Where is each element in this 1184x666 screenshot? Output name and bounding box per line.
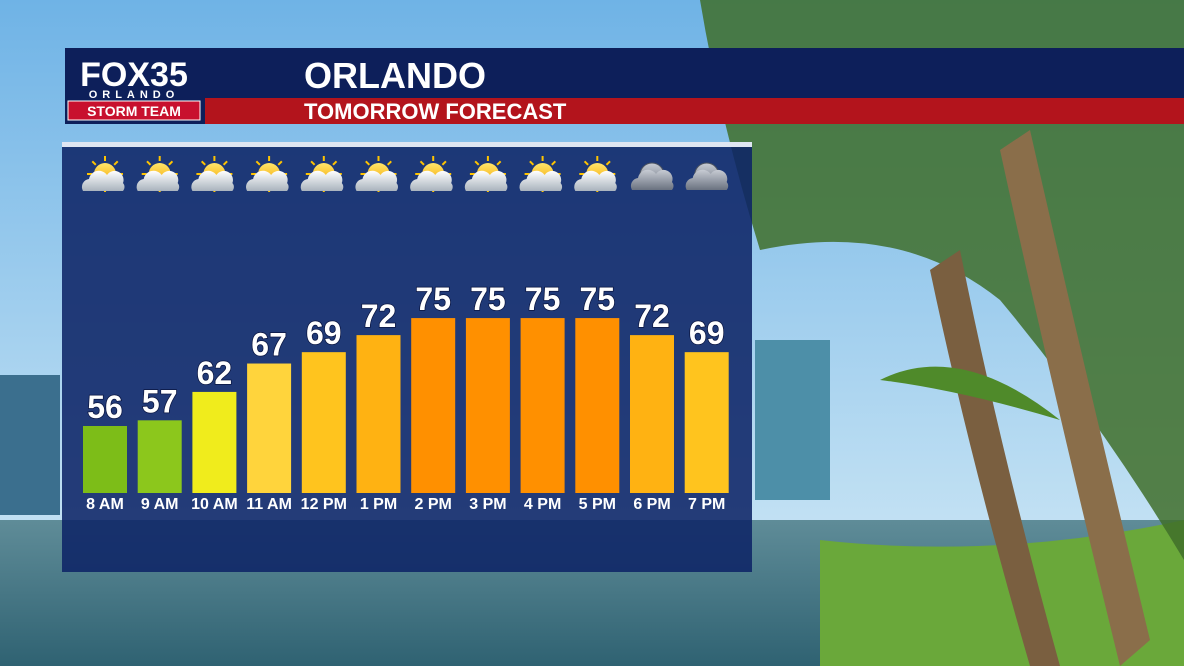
x-tick-label: 10 AM [191,496,238,513]
sun-ray [605,160,611,166]
sun-ray [255,160,261,166]
x-tick-label: 3 PM [469,496,506,513]
cloud [410,170,453,191]
sun-cloud-icon [410,156,453,192]
sun-cloud-icon [81,156,125,192]
sun-ray [146,160,152,166]
value-label: 75 [580,281,616,317]
cloud [355,170,399,191]
x-tick-label: 11 AM [246,496,292,513]
sun-ray [441,160,447,166]
sun-ray [113,160,119,166]
sun-ray [91,160,97,166]
sun-ray [365,160,371,166]
sun-cloud-icon [300,156,344,192]
cloud [136,170,180,191]
value-label: 75 [415,281,451,317]
value-label: 72 [634,298,670,334]
cloud [685,169,729,190]
cloud [81,170,125,191]
sun-ray [386,160,392,166]
sun-cloud-icon [136,156,180,192]
value-label: 72 [361,298,397,334]
bar [247,363,292,493]
night-icon [630,162,674,190]
x-tick-label: 7 PM [688,496,725,513]
x-tick-label: 9 AM [141,496,179,513]
cloud [464,170,508,191]
logo-team: STORM TEAM [87,103,181,119]
value-label: 56 [87,389,123,425]
night-icon [685,162,729,190]
x-tick-label: 12 PM [301,496,347,513]
sun-ray [529,160,535,166]
bar [630,335,674,493]
bar [301,352,346,493]
header: FOX35 ORLANDO STORM TEAM ORLANDO TOMORRO… [65,48,1184,124]
header-subtitle: TOMORROW FORECAST [304,99,567,124]
header-title: ORLANDO [304,55,486,96]
value-label: 69 [306,315,342,351]
value-label: 67 [251,327,287,363]
sun-ray [222,160,228,166]
sun-cloud-icon [245,156,289,192]
sun-cloud-icon [191,156,234,192]
sun-ray [474,160,480,166]
sun-cloud-icon [464,156,508,192]
x-tick-label: 5 PM [579,496,616,513]
bar [465,318,510,493]
logo-city: ORLANDO [89,89,180,101]
sun-ray [551,160,557,166]
sun-ray [200,160,206,166]
sun-ray [277,160,283,166]
x-tick-label: 4 PM [524,496,561,513]
x-tick-label: 1 PM [360,496,397,513]
bar [192,391,237,493]
bar [356,335,401,493]
x-tick-label: 6 PM [633,496,670,513]
value-label: 75 [470,281,506,317]
sun-cloud-icon [519,156,563,192]
sun-ray [168,160,174,166]
cloud [300,170,344,191]
value-label: 75 [525,281,561,317]
logo-brand: FOX35 [80,56,188,94]
bar [684,352,729,493]
bar [137,420,182,493]
sun-cloud-icon [355,156,399,192]
sun-ray [496,160,502,166]
bar [520,318,565,493]
bar [83,426,127,493]
chart: 56 8 AM 57 9 AM 62 10 AM 67 11 AM 69 12 PM 72 1 PM 7… [81,156,729,513]
sun-ray [310,160,316,166]
bar [575,318,620,493]
value-label: 62 [197,355,233,391]
value-label: 69 [689,315,725,351]
cloud [519,170,563,191]
bar [411,318,456,493]
x-tick-label: 2 PM [415,496,452,513]
cloud [191,170,234,191]
sun-ray [583,160,589,166]
cloud [630,169,674,190]
sun-ray [332,160,338,166]
cloud [245,170,289,191]
x-tick-label: 8 AM [86,496,124,513]
sun-ray [419,160,425,166]
sun-cloud-icon [574,156,617,192]
cloud [574,170,617,191]
value-label: 57 [142,383,178,419]
